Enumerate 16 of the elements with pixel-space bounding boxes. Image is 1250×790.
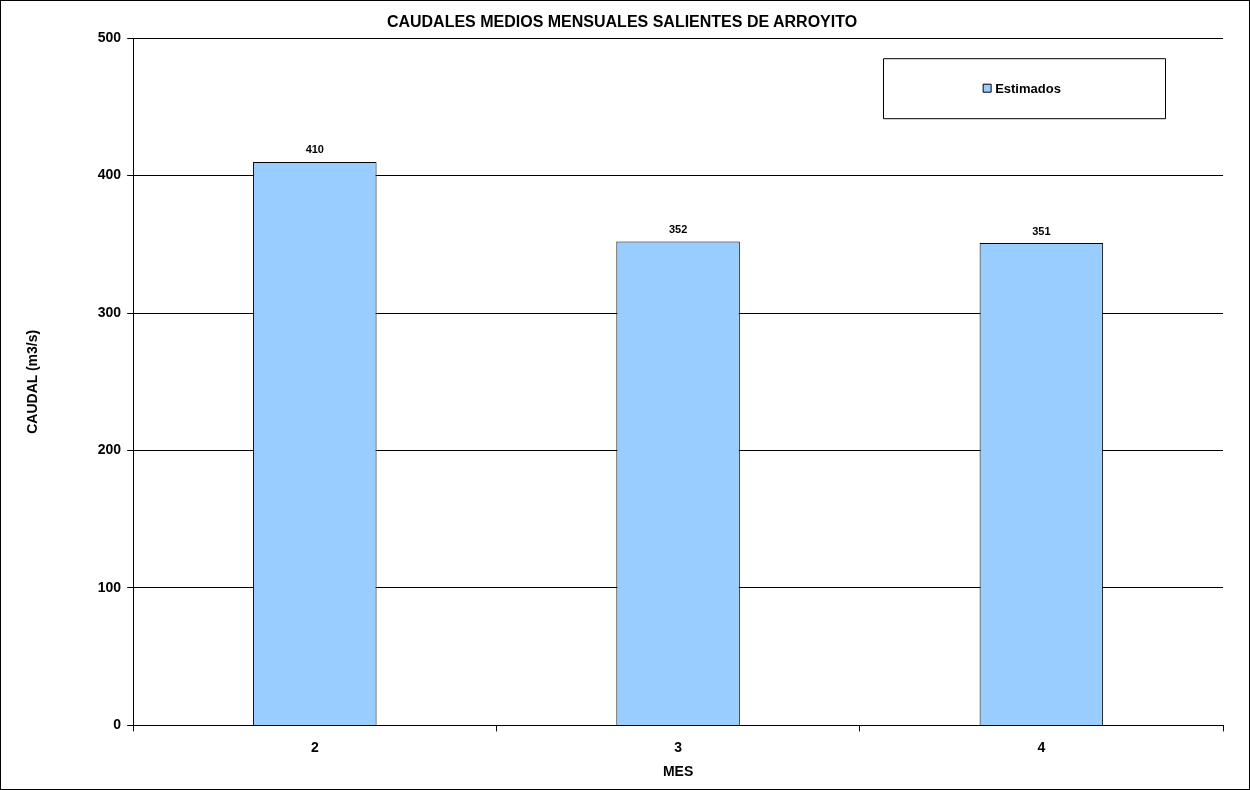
legend-label: Estimados	[995, 80, 1061, 96]
x-tick-label: 2	[310, 738, 319, 755]
y-tick-label: 500	[97, 29, 122, 46]
chart-title: CAUDALES MEDIOS MENSUALES SALIENTES DE ARROYITO	[386, 13, 858, 31]
x-tick-label: 3	[674, 738, 683, 755]
y-tick-label: 0	[113, 716, 122, 733]
x-axis-title: MES	[662, 763, 694, 780]
data-label: 410	[305, 143, 324, 156]
data-label: 351	[1032, 224, 1051, 237]
data-label: 352	[668, 223, 688, 236]
x-tick-label: 4	[1037, 738, 1046, 755]
y-axis-title: CAUDAL (m3/s)	[24, 329, 41, 434]
y-tick-label: 400	[97, 166, 122, 183]
y-tick-label: 200	[97, 441, 122, 458]
y-tick-label: 100	[97, 578, 122, 595]
y-tick-label: 300	[97, 303, 122, 320]
